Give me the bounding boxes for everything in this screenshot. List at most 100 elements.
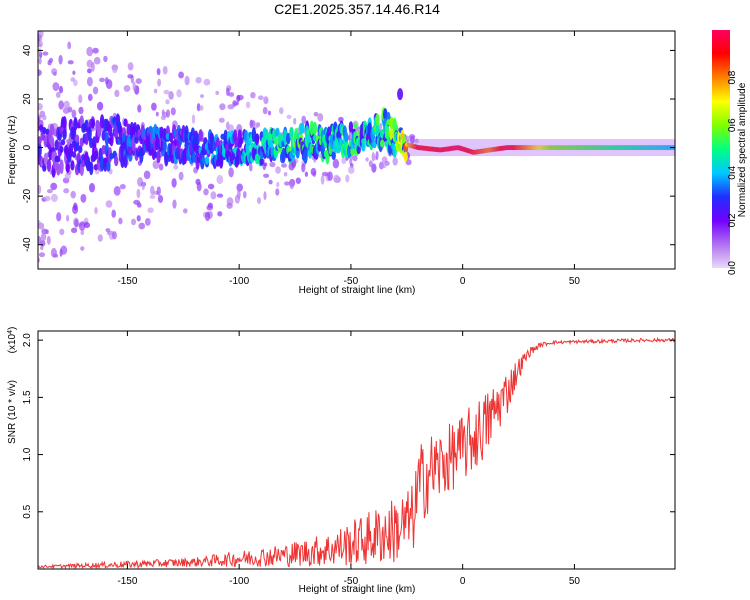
colorbar-tick-label: 0.8 xyxy=(727,70,738,84)
spectrogram-y-label: Frequency (Hz) xyxy=(7,116,18,185)
heatmap-noise-cell xyxy=(153,88,158,94)
heatmap-noise-cell xyxy=(268,179,273,185)
heatmap-noise-cell xyxy=(88,182,96,193)
heatmap-noise-cell xyxy=(301,163,306,173)
heatmap-ridge-cell xyxy=(275,127,280,138)
heatmap-noise-cell xyxy=(155,111,159,117)
heatmap-noise-cell xyxy=(70,77,76,82)
heatmap-ridge-cell xyxy=(90,118,96,129)
heatmap-noise-cell xyxy=(141,181,145,191)
heatmap-noise-cell xyxy=(62,107,70,114)
heatmap-noise-cell xyxy=(283,172,288,177)
heatmap-noise-cell xyxy=(72,70,76,75)
heatmap-noise-cell xyxy=(228,167,234,178)
heatmap-ridge-cell xyxy=(70,160,75,171)
heatmap-ridge-cell xyxy=(71,151,77,158)
heatmap-noise-cell xyxy=(263,173,270,178)
heatmap-ridge-cell xyxy=(49,123,55,136)
heatmap-noise-cell xyxy=(38,252,46,258)
spectrogram-x-tick-label: 50 xyxy=(569,276,581,287)
heatmap-noise-cell xyxy=(40,245,44,251)
heatmap-spike-cell xyxy=(397,88,404,101)
heatmap-noise-cell xyxy=(40,240,46,247)
heatmap-halo-band xyxy=(406,139,675,157)
heatmap-noise-cell xyxy=(87,93,93,102)
heatmap-noise-cell xyxy=(275,166,281,174)
heatmap-noise-cell xyxy=(199,94,205,99)
heatmap-noise-cell xyxy=(243,190,247,199)
heatmap-noise-cell xyxy=(94,207,98,215)
heatmap-noise-cell xyxy=(206,205,214,211)
heatmap-ridge-cell xyxy=(350,146,355,156)
snr-y-tick-label: 1.0 xyxy=(22,447,33,461)
spectrogram-x-label: Height of straight line (km) xyxy=(299,285,416,296)
heatmap-noise-cell xyxy=(92,86,99,95)
heatmap-noise-cell xyxy=(86,76,93,87)
heatmap-noise-cell xyxy=(317,113,324,122)
heatmap-noise-cell xyxy=(38,40,43,47)
spectrogram-y-tick-label: -20 xyxy=(22,188,33,203)
snr-x-label: Height of straight line (km) xyxy=(299,584,416,595)
heatmap-noise-cell xyxy=(71,227,78,234)
heatmap-ridge-cell xyxy=(254,133,260,146)
snr-y-tick-label: 0.5 xyxy=(22,504,33,518)
heatmap-noise-cell xyxy=(161,109,165,116)
heatmap-ridge-cell xyxy=(331,151,336,161)
heatmap-noise-cell xyxy=(269,161,276,168)
heatmap-ridge-cell xyxy=(300,122,305,135)
heatmap-ridge-cell xyxy=(87,125,92,142)
heatmap-noise-cell xyxy=(276,181,280,188)
spectrogram-y-tick-label: 40 xyxy=(22,44,33,56)
heatmap-ridge-cell xyxy=(204,156,210,165)
colorbar-tick-label: 0.0 xyxy=(727,261,738,275)
heatmap-ridge-cell xyxy=(45,128,50,135)
heatmap-ridge-cell xyxy=(106,159,111,172)
heatmap-noise-cell xyxy=(86,46,94,57)
heatmap-noise-cell xyxy=(304,171,309,177)
heatmap-noise-cell xyxy=(227,104,235,110)
heatmap-noise-cell xyxy=(195,76,202,84)
heatmap-noise-cell xyxy=(118,217,123,225)
heatmap-ridge-cell xyxy=(74,134,80,143)
colorbar-strip xyxy=(712,30,730,268)
colorbar-label: Normalized spectral amplitude xyxy=(737,82,748,217)
heatmap-noise-cell xyxy=(38,69,42,76)
heatmap-noise-cell xyxy=(168,91,174,100)
heatmap-noise-cell xyxy=(70,190,76,199)
heatmap-noise-cell xyxy=(137,104,142,113)
heatmap-noise-cell xyxy=(313,111,319,117)
heatmap-noise-cell xyxy=(204,211,211,222)
heatmap-noise-cell xyxy=(67,41,72,50)
snr-series-group xyxy=(38,336,675,569)
heatmap-ridge-cell xyxy=(128,153,133,162)
heatmap-noise-cell xyxy=(63,100,70,109)
heatmap-noise-cell xyxy=(347,166,355,174)
heatmap-ridge-cell xyxy=(43,152,48,166)
heatmap-noise-cell xyxy=(236,183,243,192)
spectrogram-y-ticks: -40 -20 0 20 40 xyxy=(22,44,675,252)
heatmap-noise-cell xyxy=(50,247,57,258)
heatmap-noise-cell xyxy=(138,222,146,230)
heatmap-noise-cell xyxy=(71,109,77,119)
heatmap-noise-cell xyxy=(165,99,170,105)
heatmap-noise-cell xyxy=(40,232,47,241)
heatmap-noise-cell xyxy=(158,163,164,171)
heatmap-ridge-cell xyxy=(289,127,294,141)
snr-y-tick-label: 2.0 xyxy=(22,333,33,347)
heatmap-noise-cell xyxy=(112,67,118,74)
heatmap-noise-cell xyxy=(96,101,104,111)
heatmap-noise-cell xyxy=(196,103,201,112)
heatmap-noise-cell xyxy=(112,231,117,240)
heatmap-noise-cell xyxy=(50,182,58,191)
heatmap-ridge-cell xyxy=(104,131,110,146)
heatmap-noise-cell xyxy=(103,55,108,63)
heatmap-noise-cell xyxy=(301,115,307,125)
heatmap-noise-cell xyxy=(257,197,261,205)
heatmap-noise-cell xyxy=(111,209,116,218)
heatmap-ridge-cell xyxy=(309,120,314,136)
heatmap-noise-cell xyxy=(56,212,62,222)
heatmap-ridge-cell xyxy=(109,132,114,147)
heatmap-noise-cell xyxy=(78,94,83,104)
heatmap-ridge-cell xyxy=(59,159,64,175)
heatmap-noise-cell xyxy=(171,178,177,188)
